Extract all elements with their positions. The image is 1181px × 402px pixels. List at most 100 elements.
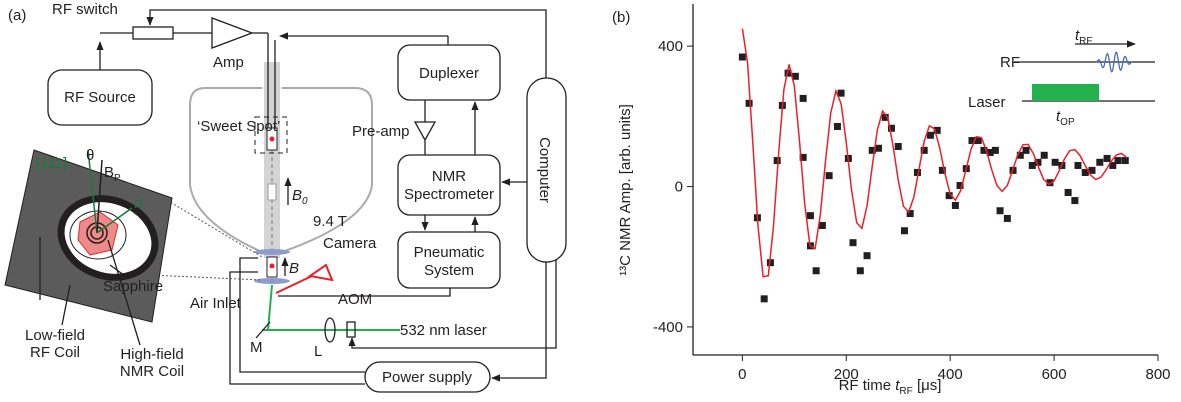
- data-point: [1022, 146, 1030, 154]
- inset-laser-label: Laser: [968, 94, 1006, 111]
- pneumatic-label: Pneumatic System: [414, 244, 485, 279]
- data-point: [738, 53, 746, 61]
- data-point: [974, 137, 982, 145]
- data-point: [933, 126, 941, 134]
- sample-ghost: [267, 183, 277, 201]
- text-line: High-field: [120, 346, 183, 363]
- camera: [307, 263, 334, 282]
- data-point: [1103, 154, 1111, 162]
- inset-top-label: tOP: [1056, 108, 1075, 128]
- data-point: [812, 267, 820, 275]
- lens-label: L: [314, 343, 322, 360]
- data-point: [745, 99, 753, 107]
- coil: [254, 278, 290, 284]
- data-point: [945, 192, 953, 200]
- pointer: [61, 284, 71, 326]
- data-point: [1071, 197, 1079, 205]
- text-line: RF Coil: [30, 344, 80, 361]
- data-point: [833, 122, 841, 130]
- aom: [346, 321, 356, 338]
- bp-subscript: P: [114, 173, 121, 184]
- spectrometer-box: [397, 154, 501, 216]
- power-supply-box: [364, 361, 491, 393]
- data-point: [1114, 157, 1122, 165]
- rf-switch: [132, 26, 174, 40]
- data-point: [894, 143, 902, 151]
- panel-b: (b) ¹³C NMR Amp. [arb. units] RF time tR…: [612, 4, 1171, 397]
- bp-symbol: B: [104, 164, 114, 181]
- data-point: [784, 69, 792, 77]
- b-label: B: [289, 260, 299, 277]
- symbol: t: [1075, 27, 1080, 44]
- data-point: [1096, 158, 1104, 166]
- text-line: NMR: [432, 168, 466, 185]
- data-point: [1046, 179, 1054, 187]
- data-point: [1051, 158, 1059, 166]
- fit-line: [741, 28, 1128, 278]
- x-label-sub: RF: [899, 386, 912, 397]
- data-point: [837, 89, 845, 97]
- x-label-var: t: [895, 377, 900, 394]
- mirror-label: M: [250, 339, 263, 356]
- inset-rf-label: RF: [1000, 54, 1020, 71]
- data-point: [863, 252, 871, 260]
- y-tick-label: 0: [675, 179, 683, 196]
- high-coil-label: High-field NMR Coil: [120, 346, 184, 380]
- data-point: [887, 124, 895, 132]
- text-line: Low-field: [25, 327, 85, 344]
- b0-subscript: 0: [302, 196, 308, 207]
- data-point: [1109, 161, 1117, 169]
- lens: [324, 317, 336, 343]
- pointer: [107, 239, 141, 346]
- field-label: 9.4 T: [313, 213, 347, 230]
- panel-label: (a): [8, 7, 26, 24]
- pointer: [109, 264, 129, 279]
- data-point: [1003, 214, 1011, 222]
- field-line: [96, 159, 103, 234]
- wire: [239, 257, 365, 373]
- data-point: [825, 172, 833, 180]
- laser-beam: [267, 284, 273, 331]
- x-label-unit: [μs]: [917, 377, 941, 394]
- x-tick-label: 800: [1145, 366, 1170, 383]
- amp-label: Amp: [213, 54, 244, 71]
- data-point: [856, 267, 864, 275]
- data-point: [968, 137, 976, 145]
- data-point: [996, 207, 1004, 215]
- rf-source-label: RF Source: [64, 89, 136, 106]
- b0-label: B0: [292, 187, 308, 207]
- computer-label: Computer: [536, 137, 553, 203]
- power-supply-label: Power supply: [382, 369, 473, 386]
- data-point: [760, 295, 768, 303]
- symbol: t: [1056, 108, 1061, 125]
- air-inlet-label: Air Inlet: [190, 295, 242, 312]
- data-point: [1081, 168, 1089, 176]
- laser-label: 532 nm laser: [400, 322, 487, 339]
- inset-trf-label: tRF: [1075, 27, 1093, 47]
- data-point: [1064, 188, 1072, 196]
- sweet-spot-box: [254, 116, 288, 154]
- x-tick-label: 600: [1042, 366, 1067, 383]
- sample-dot: [269, 263, 275, 269]
- data-point: [818, 221, 826, 229]
- data-point: [986, 148, 994, 156]
- magnet: [281, 87, 373, 253]
- pre-amp: [413, 121, 437, 142]
- x-tick-label: 200: [834, 366, 859, 383]
- crystal: [77, 211, 119, 256]
- rf-source-box: [47, 69, 153, 126]
- data-point: [791, 72, 799, 80]
- pneumatic-box: [397, 231, 501, 289]
- sapphire-label: Sapphire: [103, 278, 163, 295]
- wire: [348, 260, 557, 349]
- data-point: [926, 131, 934, 139]
- pre-amp-label: Pre-amp: [352, 123, 410, 140]
- data-point: [849, 239, 857, 247]
- data-point: [1121, 157, 1129, 165]
- magnet: [189, 87, 263, 253]
- camera-label: Camera: [323, 235, 377, 252]
- data-point: [1028, 161, 1036, 169]
- bp-label: BP: [104, 164, 121, 184]
- data-point: [900, 227, 908, 235]
